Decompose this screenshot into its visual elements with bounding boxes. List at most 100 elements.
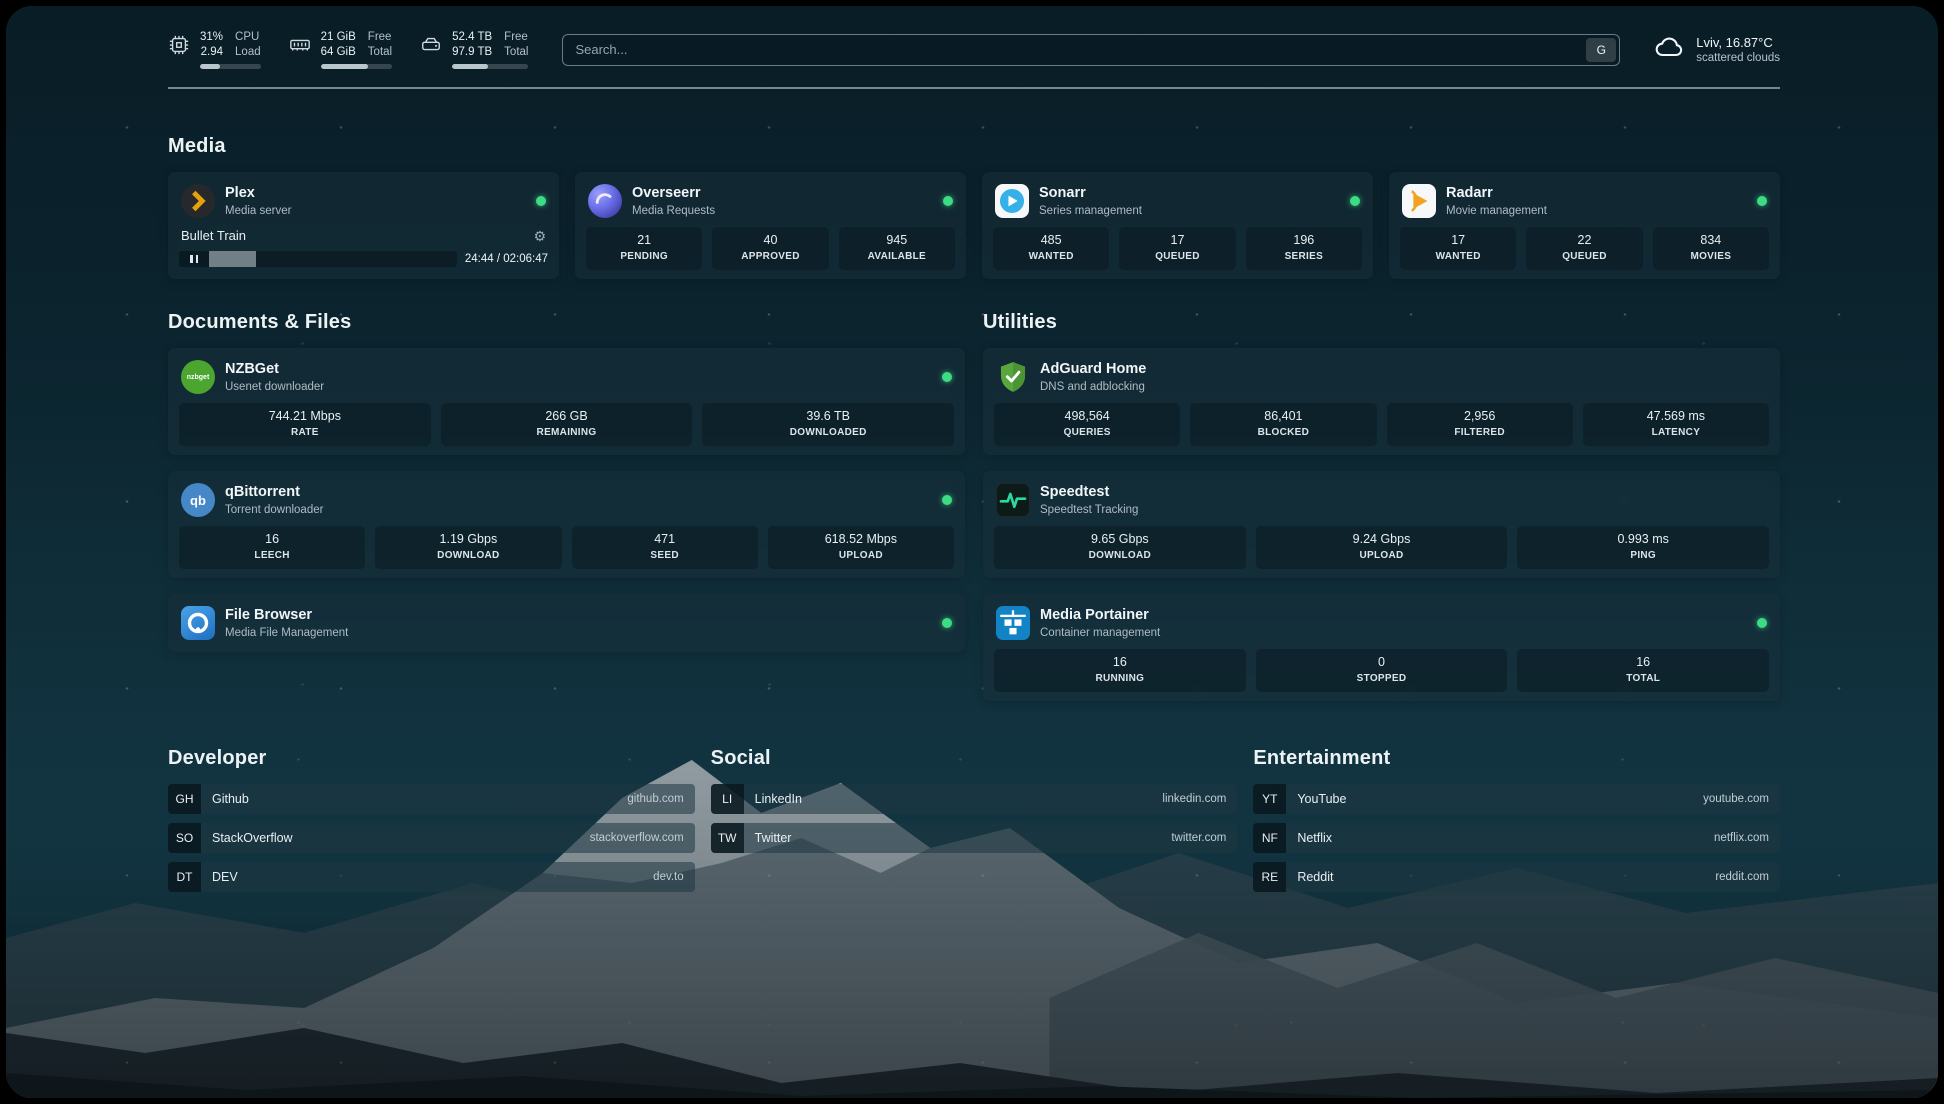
service-name: Overseerr (632, 185, 701, 201)
status-online-dot (942, 618, 952, 628)
stat-leech: 16 LEECH (179, 526, 366, 569)
cpu-label2: Load (235, 46, 261, 58)
plex-player: 24:44 / 02:06:47 (179, 251, 548, 267)
stat-latency: 47.569 ms LATENCY (1582, 403, 1769, 446)
service-name: Media Portainer (1040, 607, 1149, 623)
service-card-adguard[interactable]: AdGuard Home DNS and adblocking 498,564 Q… (983, 348, 1780, 455)
service-name: NZBGet (225, 361, 279, 377)
disk-total-label: Total (504, 46, 529, 58)
disk-total: 97.9 TB (452, 46, 493, 58)
cpu-icon (168, 34, 190, 56)
bookmark-twitter[interactable]: TW Twitter twitter.com (710, 823, 1238, 853)
memory-widget: 21 GiB 64 GiB Free Total (289, 30, 393, 69)
section-title-media: Media (168, 135, 226, 157)
service-description: Series management (1039, 205, 1142, 217)
pause-button[interactable] (179, 251, 209, 267)
bookmark-netflix[interactable]: NF Netflix netflix.com (1253, 823, 1780, 853)
search-bar: G (562, 33, 1621, 66)
sonarr-icon (995, 184, 1029, 218)
service-card-plex[interactable]: Plex Media server Bullet Train ⚙ 24:44 /… (168, 172, 559, 279)
status-online-dot (1757, 618, 1767, 628)
section-title-developer: Developer (168, 747, 267, 769)
service-card-sonarr[interactable]: Sonarr Series management 485 WANTED 17 QUE… (982, 172, 1373, 279)
disk-free-label: Free (504, 31, 528, 43)
search-input[interactable] (562, 33, 1621, 66)
bookmark-youtube[interactable]: YT YouTube youtube.com (1253, 784, 1780, 814)
service-name: Sonarr (1039, 185, 1086, 201)
now-playing-title: Bullet Train (181, 228, 247, 243)
memory-total-label: Total (367, 46, 393, 58)
qbittorrent-icon: qb (181, 483, 215, 517)
stat-download: 9.65 Gbps DOWNLOAD (994, 526, 1246, 569)
stat-filtered: 2,956 FILTERED (1386, 403, 1573, 446)
stat-available: 945 AVAILABLE (838, 227, 955, 270)
service-description: Media File Management (225, 627, 349, 639)
stat-stopped: 0 STOPPED (1255, 649, 1508, 692)
bookmark-stackoverflow[interactable]: SO StackOverflow stackoverflow.com (168, 823, 695, 853)
service-description: Container management (1040, 627, 1161, 639)
service-name: Plex (225, 185, 255, 201)
media-grid: Plex Media server Bullet Train ⚙ 24:44 /… (168, 172, 1780, 279)
header-divider (168, 87, 1780, 89)
reddit-icon: RE (1253, 862, 1287, 892)
service-name: Radarr (1446, 185, 1493, 201)
gear-icon[interactable]: ⚙ (533, 227, 546, 244)
weather-location: Lviv, 16.87°C (1696, 34, 1773, 50)
top-bar: 31% 2.94 CPU Load (168, 30, 1780, 69)
cpu-percent: 31% (200, 31, 224, 43)
stat-remaining: 266 GB REMAINING (440, 403, 693, 446)
service-card-qbittorrent[interactable]: qb qBittorrent Torrent downloader 16 LEEC… (168, 471, 965, 578)
cpu-progress-bar (200, 64, 261, 69)
service-description: Speedtest Tracking (1040, 504, 1139, 516)
service-name: qBittorrent (225, 484, 300, 500)
speedtest-icon (996, 483, 1030, 517)
cpu-load: 2.94 (200, 46, 224, 58)
memory-progress-bar (320, 64, 393, 69)
playback-progress-bar[interactable] (209, 251, 457, 267)
status-online-dot (1757, 196, 1767, 206)
stat-upload: 618.52 Mbps UPLOAD (767, 526, 954, 569)
service-card-nzbget[interactable]: nzbget NZBGet Usenet downloader 744.21 M… (168, 348, 965, 455)
stat-approved: 40 APPROVED (712, 227, 829, 270)
weather-condition: scattered clouds (1696, 51, 1780, 64)
bookmark-reddit[interactable]: RE Reddit reddit.com (1253, 862, 1780, 892)
service-card-speedtest[interactable]: Speedtest Speedtest Tracking 9.65 Gbps DO… (983, 471, 1780, 578)
service-description: Movie management (1446, 205, 1547, 217)
stackoverflow-icon: SO (168, 823, 201, 853)
plex-icon (181, 184, 215, 218)
bookmark-dev[interactable]: DT DEV dev.to (168, 862, 695, 892)
stat-seed: 471 SEED (571, 526, 758, 569)
filebrowser-icon (181, 606, 215, 640)
stat-downloaded: 39.6 TB DOWNLOADED (702, 403, 955, 446)
memory-free-label: Free (367, 31, 392, 43)
service-card-radarr[interactable]: Radarr Movie management 17 WANTED 22 QUEUE… (1389, 172, 1780, 279)
status-online-dot (942, 495, 952, 505)
status-online-dot (1350, 196, 1360, 206)
disk-widget: 52.4 TB 97.9 TB Free Total (420, 30, 529, 69)
stat-queries: 498,564 QUERIES (994, 403, 1181, 446)
stat-total: 16 TOTAL (1517, 649, 1770, 692)
service-card-filebrowser[interactable]: File Browser Media File Management (168, 594, 965, 652)
adguard-icon (996, 360, 1030, 394)
stat-blocked: 86,401 BLOCKED (1190, 403, 1377, 446)
dashboard-screen: 31% 2.94 CPU Load (6, 6, 1938, 1098)
service-card-portainer[interactable]: Media Portainer Container management 16 R… (983, 594, 1780, 701)
radarr-icon (1402, 184, 1436, 218)
stat-series: 196 SERIES (1245, 227, 1362, 270)
cloud-icon (1654, 34, 1686, 65)
service-description: Torrent downloader (225, 504, 324, 516)
bookmark-github[interactable]: GH Github github.com (168, 784, 695, 814)
github-icon: GH (168, 784, 201, 814)
section-title-utilities: Utilities (983, 311, 1058, 333)
stat-ping: 0.993 ms PING (1517, 526, 1770, 569)
weather-widget: Lviv, 16.87°C scattered clouds (1654, 34, 1780, 66)
status-online-dot (536, 196, 546, 206)
bookmark-linkedin[interactable]: LI LinkedIn linkedin.com (710, 784, 1238, 814)
stat-queued: 22 QUEUED (1526, 227, 1643, 270)
service-card-overseerr[interactable]: Overseerr Media Requests 21 PENDING 40 APP… (575, 172, 966, 279)
nzbget-icon: nzbget (181, 360, 215, 394)
stat-running: 16 RUNNING (994, 649, 1246, 692)
cpu-label: CPU (235, 31, 260, 43)
search-provider-button[interactable]: G (1586, 37, 1617, 62)
playback-time: 24:44 / 02:06:47 (464, 253, 548, 265)
